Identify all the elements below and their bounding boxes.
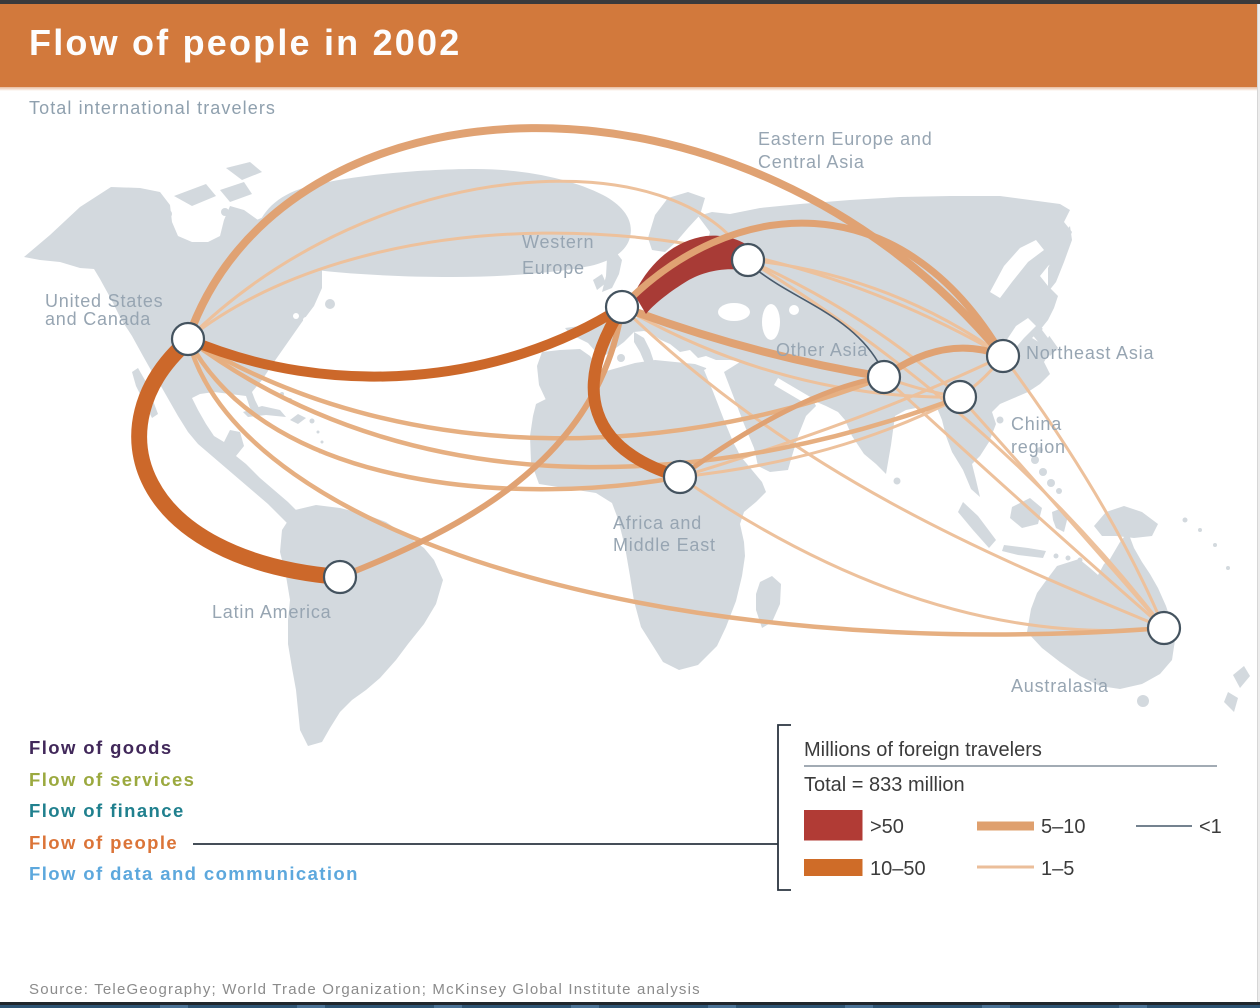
svg-text:5–10: 5–10 [1041, 816, 1086, 838]
svg-text:Europe: Europe [522, 258, 585, 278]
svg-text:<1: <1 [1199, 816, 1222, 838]
svg-text:Total = 833 million: Total = 833 million [804, 774, 965, 796]
svg-text:Latin America: Latin America [212, 602, 332, 622]
svg-text:>50: >50 [870, 816, 904, 838]
svg-text:region: region [1011, 437, 1066, 457]
svg-text:United States: United States [45, 291, 163, 311]
svg-text:Millions of foreign travelers: Millions of foreign travelers [804, 739, 1042, 761]
svg-text:China: China [1011, 414, 1062, 434]
svg-text:Middle East: Middle East [613, 535, 716, 555]
svg-text:Western: Western [522, 232, 594, 252]
svg-text:Northeast Asia: Northeast Asia [1026, 343, 1154, 363]
svg-text:1–5: 1–5 [1041, 858, 1074, 880]
svg-text:Other Asia: Other Asia [776, 340, 868, 360]
svg-text:and Canada: and Canada [45, 309, 151, 329]
svg-text:Australasia: Australasia [1011, 676, 1109, 696]
svg-text:10–50: 10–50 [870, 858, 926, 880]
svg-text:Africa and: Africa and [613, 513, 702, 533]
svg-text:Central Asia: Central Asia [758, 152, 865, 172]
svg-text:Eastern Europe and: Eastern Europe and [758, 129, 933, 149]
